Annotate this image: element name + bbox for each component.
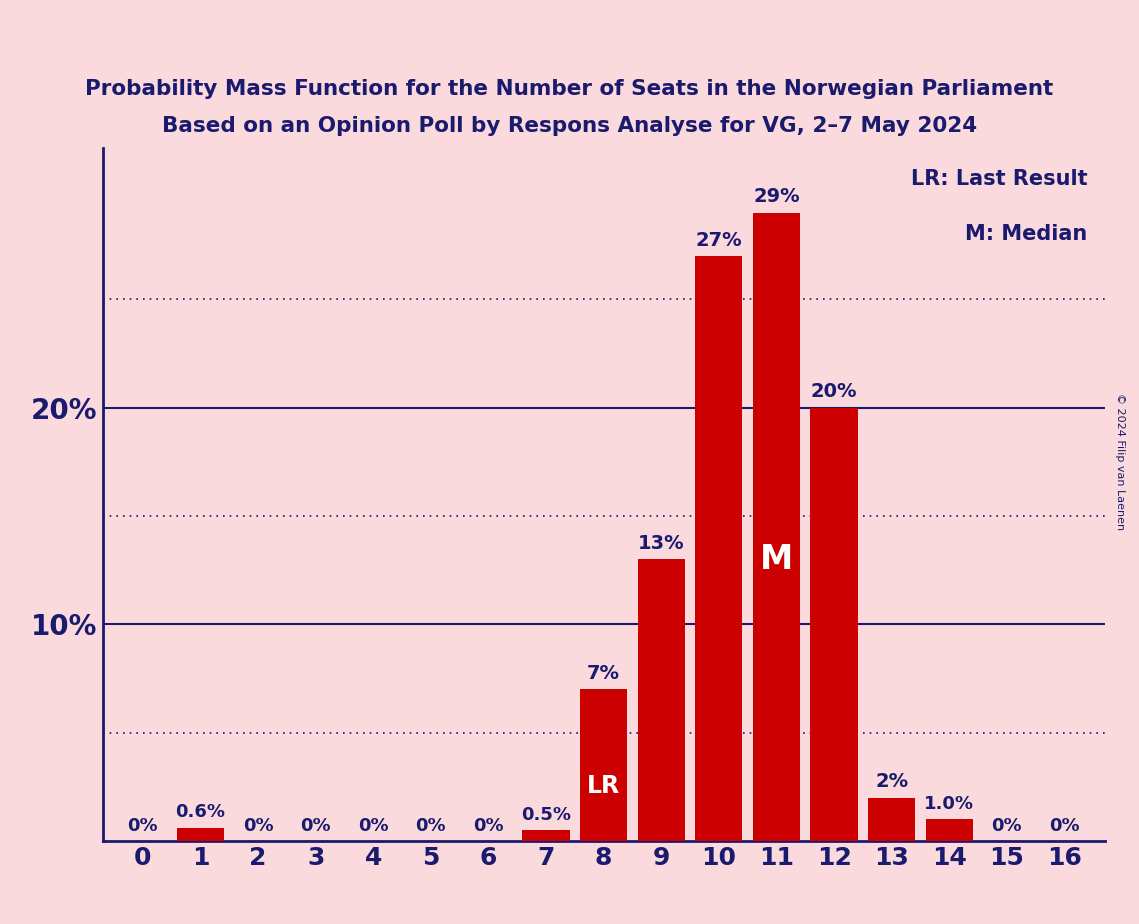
Bar (753, 213, 800, 841)
Bar (638, 559, 685, 841)
Bar (695, 256, 743, 841)
Text: © 2024 Filip van Laenen: © 2024 Filip van Laenen (1115, 394, 1124, 530)
Text: 0.5%: 0.5% (521, 806, 571, 823)
Bar (811, 407, 858, 841)
Text: 0%: 0% (1049, 818, 1080, 835)
Text: 0%: 0% (243, 818, 273, 835)
Text: 0%: 0% (416, 818, 446, 835)
Text: 0%: 0% (473, 818, 503, 835)
Text: Probability Mass Function for the Number of Seats in the Norwegian Parliament: Probability Mass Function for the Number… (85, 79, 1054, 99)
Text: 7%: 7% (588, 663, 620, 683)
Text: 20%: 20% (811, 383, 858, 401)
Text: 0%: 0% (301, 818, 331, 835)
Text: Based on an Opinion Poll by Respons Analyse for VG, 2–7 May 2024: Based on an Opinion Poll by Respons Anal… (162, 116, 977, 136)
Text: M: Median: M: Median (965, 224, 1088, 244)
Text: 0%: 0% (992, 818, 1022, 835)
Text: 13%: 13% (638, 534, 685, 553)
Text: 27%: 27% (696, 231, 743, 249)
Text: 0%: 0% (358, 818, 388, 835)
Bar (926, 820, 973, 841)
Text: 2%: 2% (875, 772, 908, 791)
Text: 0.6%: 0.6% (175, 803, 226, 821)
Text: LR: Last Result: LR: Last Result (911, 169, 1088, 189)
Text: LR: LR (587, 773, 621, 797)
Bar (580, 689, 628, 841)
Text: 29%: 29% (753, 188, 800, 206)
Bar (523, 830, 570, 841)
Text: 0%: 0% (128, 818, 158, 835)
Bar (177, 828, 224, 841)
Text: 1.0%: 1.0% (924, 795, 974, 813)
Text: M: M (760, 542, 793, 576)
Bar (868, 797, 916, 841)
